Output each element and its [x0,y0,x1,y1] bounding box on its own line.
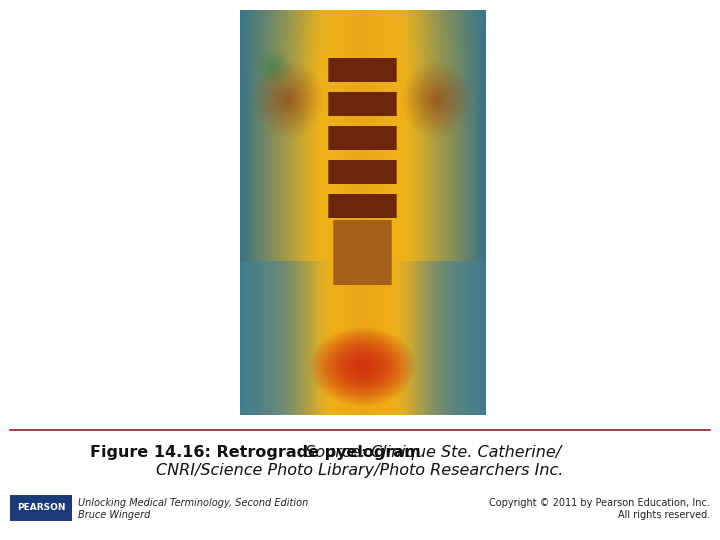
Text: PEARSON: PEARSON [17,503,66,512]
FancyBboxPatch shape [10,495,72,521]
Text: Source: Clinique Ste. Catherine/: Source: Clinique Ste. Catherine/ [90,446,561,461]
Text: Bruce Wingerd: Bruce Wingerd [78,510,150,520]
Text: All rights reserved.: All rights reserved. [618,510,710,520]
Text: CNRI/Science Photo Library/Photo Researchers Inc.: CNRI/Science Photo Library/Photo Researc… [156,463,564,478]
Text: Copyright © 2011 by Pearson Education, Inc.: Copyright © 2011 by Pearson Education, I… [489,498,710,508]
Text: Unlocking Medical Terminology, Second Edition: Unlocking Medical Terminology, Second Ed… [78,498,308,508]
Text: Figure 14.16: Retrograde pyelogram: Figure 14.16: Retrograde pyelogram [90,446,426,461]
